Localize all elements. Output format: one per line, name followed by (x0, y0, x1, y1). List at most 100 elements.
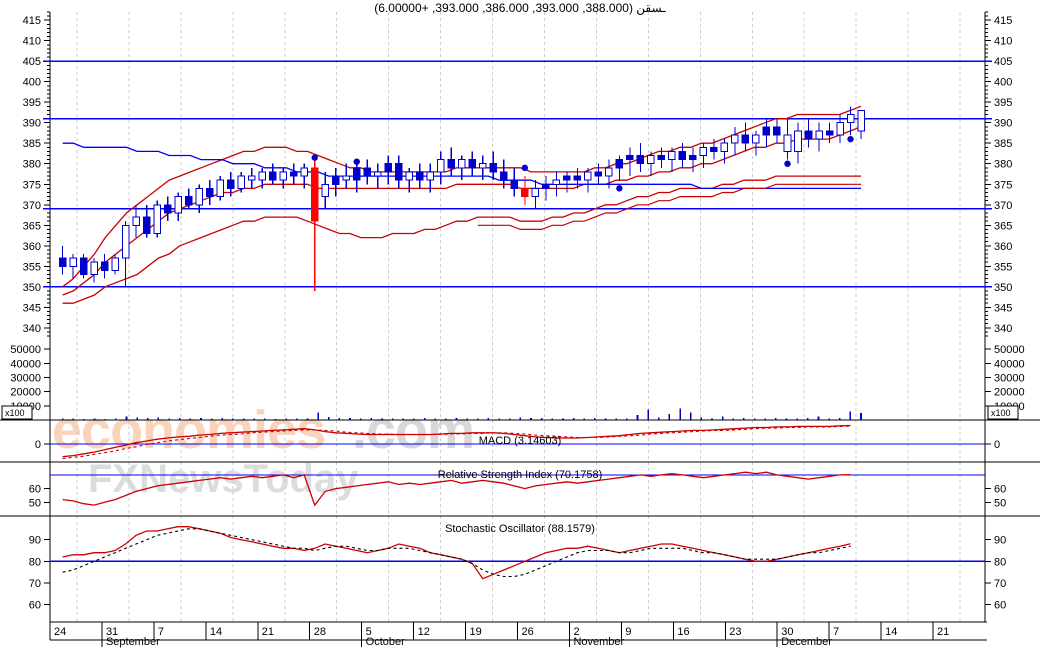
candle-body[interactable] (804, 130, 813, 140)
volume-series[interactable] (61, 408, 862, 420)
candle-body[interactable] (542, 183, 550, 189)
candle-body[interactable] (363, 167, 372, 177)
candlestick-series[interactable] (58, 106, 865, 291)
signal-markers[interactable] (311, 135, 854, 192)
candle-body[interactable] (720, 142, 729, 152)
date-tick-label[interactable]: 2 (573, 626, 579, 638)
date-tick-label[interactable]: 28 (314, 626, 326, 638)
candle-body[interactable] (510, 179, 519, 189)
candle-body[interactable] (321, 183, 330, 198)
candle-body[interactable] (836, 122, 844, 136)
candle-body[interactable] (647, 155, 655, 165)
macd-pane[interactable]: 0 0 MACD (3.14603) (35, 424, 1000, 460)
candle-body[interactable] (111, 257, 119, 271)
chart-title[interactable]: ـسقن (388.000, 393.000, 386.000, 393.000… (374, 1, 666, 15)
candle-body[interactable] (689, 155, 697, 161)
signal-dot-marker[interactable] (353, 158, 360, 165)
candle-body[interactable] (857, 109, 865, 132)
date-tick-label[interactable]: 14 (210, 626, 222, 638)
candle-body[interactable] (405, 171, 414, 181)
candle-body[interactable] (447, 159, 456, 169)
candle-body[interactable] (699, 146, 708, 157)
date-tick-label[interactable]: 23 (729, 626, 741, 638)
candle-body[interactable] (731, 134, 739, 144)
candle-body[interactable] (184, 196, 193, 206)
candle-body[interactable] (153, 204, 161, 234)
volume-axis[interactable]: 50000 50000 40000 40000 30000 30000 20000 20000… (1, 344, 1025, 420)
date-tick-label[interactable]: 12 (418, 626, 430, 638)
candle-body[interactable] (195, 187, 203, 206)
candle-body[interactable] (605, 167, 613, 177)
date-tick-label[interactable]: 31 (106, 626, 118, 638)
date-tick-label[interactable]: 19 (470, 626, 482, 638)
candle-body[interactable] (258, 171, 266, 181)
candle-body[interactable] (678, 150, 687, 161)
candle-body[interactable] (268, 171, 277, 181)
candle-body[interactable] (500, 171, 508, 181)
candle-body[interactable] (247, 175, 256, 181)
date-tick-label[interactable]: 30 (781, 626, 793, 638)
candle-body[interactable] (121, 224, 130, 259)
candle-body[interactable] (710, 146, 718, 152)
candle-body[interactable] (531, 187, 540, 198)
candle-body[interactable] (58, 257, 67, 267)
candle-body[interactable] (479, 163, 487, 169)
candle-body[interactable] (741, 134, 750, 144)
candle-body[interactable] (437, 159, 445, 173)
candle-body[interactable] (657, 155, 666, 161)
bollinger-bands[interactable] (62, 105, 862, 304)
candle-body[interactable] (163, 204, 172, 214)
date-tick-label[interactable]: 7 (833, 626, 839, 638)
candle-body[interactable] (468, 159, 477, 169)
date-tick-label[interactable]: 26 (522, 626, 534, 638)
candle-body[interactable] (815, 130, 823, 140)
stochastic-pane[interactable]: 90 90 80 80 70 70 60 60 Stochastic Oscillator (8… (29, 523, 1007, 612)
candle-body[interactable] (100, 261, 109, 271)
secondary-trend-line[interactable] (477, 183, 861, 230)
signal-dot-marker[interactable] (847, 135, 854, 143)
date-axis[interactable]: 24 31 7 14 21 28 5 12 19 26 2 9 16 23 30 7 14 21 September… (49, 621, 987, 648)
price-axis[interactable]: 415 415 410 410 405 405 400 400 395 395 390 390 385 3… (23, 11, 1013, 337)
candle-body[interactable] (342, 175, 351, 181)
candle-body[interactable] (636, 155, 645, 165)
signal-dot-marker[interactable] (784, 160, 791, 167)
candle-body[interactable] (142, 216, 151, 234)
candle-body[interactable] (216, 179, 224, 198)
candle-body[interactable] (573, 175, 582, 181)
candle-body[interactable] (521, 187, 529, 198)
candle-body[interactable] (289, 171, 298, 177)
candle-body[interactable] (773, 126, 781, 136)
date-tick-label[interactable]: 14 (885, 626, 897, 638)
candle-body[interactable] (762, 126, 771, 136)
date-tick-label[interactable]: 21 (937, 626, 949, 638)
candle-body[interactable] (205, 187, 214, 198)
candle-body[interactable] (668, 150, 676, 161)
candle-body[interactable] (594, 171, 603, 177)
candle-body[interactable] (384, 163, 393, 173)
candle-body[interactable] (489, 163, 498, 173)
candle-body[interactable] (552, 179, 561, 185)
candle-body[interactable] (226, 179, 235, 189)
candle-body[interactable] (395, 163, 403, 181)
candle-body[interactable] (79, 257, 88, 275)
candle-body[interactable] (825, 130, 834, 136)
candle-body[interactable] (132, 216, 140, 226)
horizontal-level-lines[interactable] (43, 60, 992, 288)
signal-dot-marker[interactable] (521, 164, 529, 172)
candle-body[interactable] (374, 171, 382, 177)
candle-body[interactable] (416, 171, 424, 181)
candle-body[interactable] (783, 134, 792, 152)
date-tick-label[interactable]: 7 (158, 626, 164, 638)
date-tick-label[interactable]: 16 (677, 626, 689, 638)
candle-body[interactable] (69, 257, 77, 267)
candle-body[interactable] (615, 159, 624, 169)
candle-body[interactable] (626, 155, 634, 161)
candle-body[interactable] (90, 261, 98, 275)
signal-dot-marker[interactable] (616, 185, 623, 192)
date-tick-label[interactable]: 9 (625, 626, 631, 638)
candle-body[interactable] (174, 196, 182, 214)
candle-body[interactable] (794, 130, 802, 152)
candle-body[interactable] (846, 114, 855, 124)
